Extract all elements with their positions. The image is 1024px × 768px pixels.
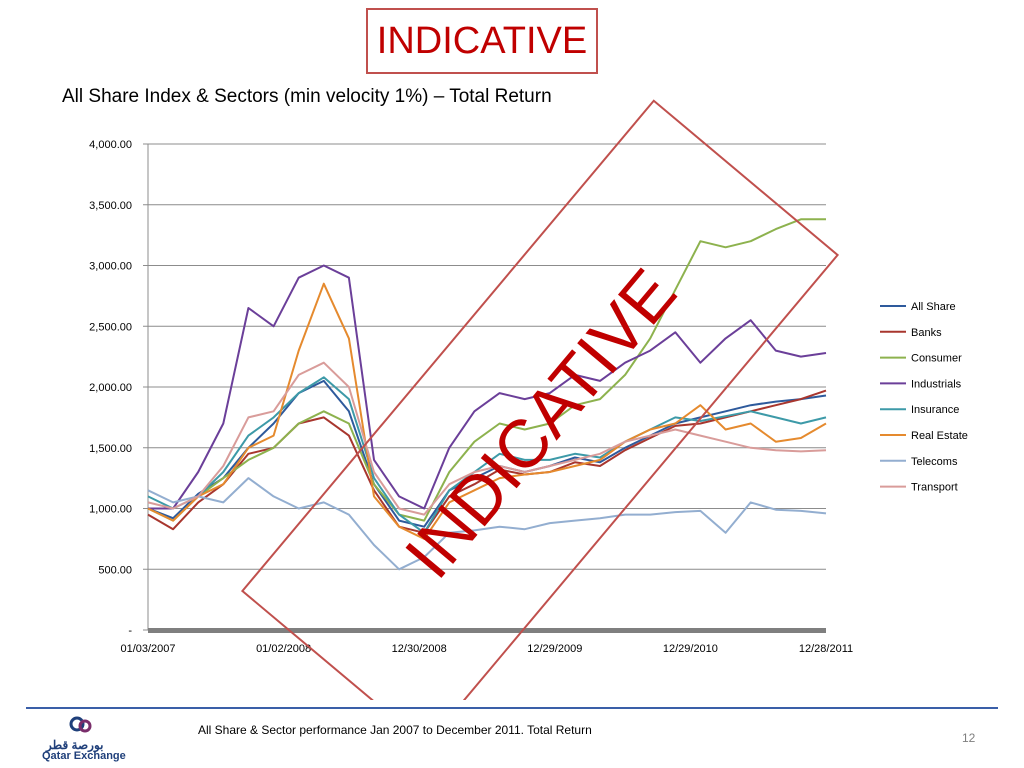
series-line-all-share bbox=[147, 379, 827, 528]
series-line-telecoms bbox=[147, 477, 827, 571]
legend-label-telecoms: Telecoms bbox=[911, 456, 958, 468]
x-tick-label: 01/02/2008 bbox=[256, 643, 311, 655]
slide-title: All Share Index & Sectors (min velocity … bbox=[62, 86, 552, 107]
legend-label-industrials: Industrials bbox=[911, 378, 962, 390]
indicative-watermark: INDICATIVE bbox=[240, 99, 840, 700]
legend-label-all-share: All Share bbox=[911, 301, 956, 313]
watermark-text: INDICATIVE bbox=[391, 255, 691, 592]
watermark-frame bbox=[240, 99, 840, 700]
legend-label-consumer: Consumer bbox=[911, 353, 962, 365]
y-tick-label: 3,000.00 bbox=[89, 261, 132, 273]
legend: All Share Banks Consumer Industrials Insuran… bbox=[880, 301, 968, 494]
y-tick-label: 500.00 bbox=[98, 564, 132, 576]
logo-mark-icon bbox=[69, 716, 92, 733]
y-tick-label: 3,500.00 bbox=[89, 200, 132, 212]
series-lines bbox=[147, 218, 827, 571]
y-axis-labels: - 500.00 1,000.00 1,500.00 2,000.00 2,500.00 3… bbox=[89, 139, 132, 637]
logo-english-text: Qatar Exchange bbox=[42, 750, 126, 762]
x-tick-label: 12/28/2011 bbox=[799, 643, 853, 655]
footer-caption: All Share & Sector performance Jan 2007 … bbox=[198, 723, 592, 737]
series-line-consumer bbox=[147, 218, 826, 522]
y-tick-label: 1,500.00 bbox=[89, 443, 132, 455]
gridlines bbox=[143, 143, 826, 633]
footer-divider bbox=[26, 707, 998, 709]
line-chart: - 500.00 1,000.00 1,500.00 2,000.00 2,500.00 3… bbox=[89, 99, 968, 700]
series-line-real-estate bbox=[147, 282, 827, 540]
y-tick-label: 2,500.00 bbox=[89, 321, 132, 333]
x-tick-label: 12/29/2009 bbox=[527, 643, 582, 655]
legend-label-banks: Banks bbox=[911, 327, 942, 339]
legend-label-real-estate: Real Estate bbox=[911, 430, 968, 442]
x-tick-label: 12/29/2010 bbox=[663, 643, 718, 655]
x-tick-label: 12/30/2008 bbox=[392, 643, 447, 655]
x-axis-band bbox=[148, 628, 826, 633]
x-axis-labels: 01/03/2007 01/02/2008 12/30/2008 12/29/2009… bbox=[120, 643, 853, 655]
y-tick-label: 1,000.00 bbox=[89, 504, 132, 516]
x-tick-label: 01/03/2007 bbox=[120, 643, 175, 655]
legend-label-transport: Transport bbox=[911, 482, 958, 494]
legend-label-insurance: Insurance bbox=[911, 404, 959, 416]
y-tick-label: 2,000.00 bbox=[89, 382, 132, 394]
indicative-stamp: INDICATIVE bbox=[366, 8, 598, 74]
y-tick-label: - bbox=[128, 625, 132, 637]
logo-arabic-text: بورصة قطر bbox=[46, 738, 104, 752]
y-tick-label: 4,000.00 bbox=[89, 139, 132, 151]
page-number: 12 bbox=[962, 731, 976, 745]
series-line-industrials bbox=[148, 264, 827, 510]
series-line-banks bbox=[147, 389, 827, 534]
series-line-transport bbox=[147, 361, 827, 516]
qatar-exchange-logo: بورصة قطر Qatar Exchange bbox=[40, 714, 130, 764]
